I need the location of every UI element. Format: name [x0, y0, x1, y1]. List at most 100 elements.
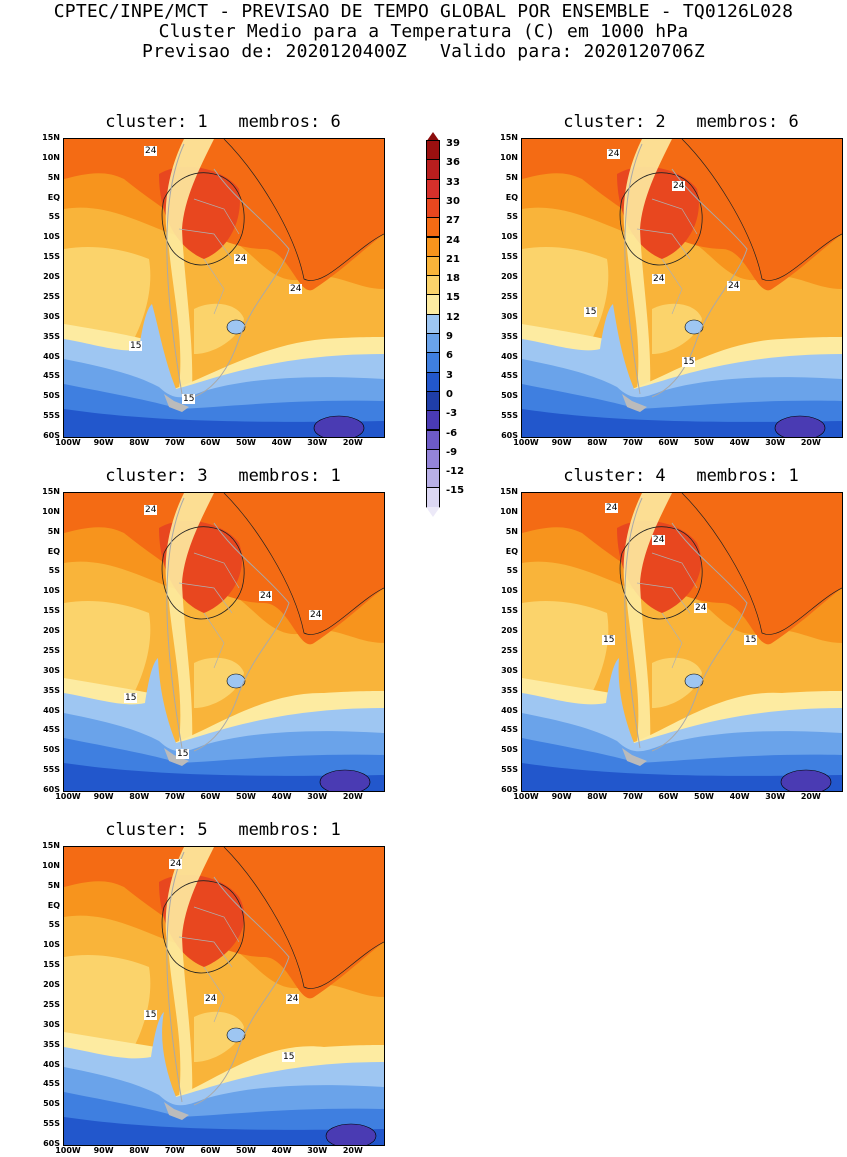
lon-tick-label: 100W: [55, 438, 81, 447]
lon-tick-label: 90W: [93, 792, 114, 801]
colorbar-label: 39: [446, 138, 460, 149]
lat-tick-label: 45S: [43, 725, 60, 735]
panel-title: cluster: 3 membros: 1: [105, 466, 341, 486]
colorbar-swatch: [426, 352, 440, 373]
lat-tick-label: 5S: [506, 566, 518, 576]
lat-tick-label: 15N: [500, 487, 518, 496]
colorbar-swatch: [426, 217, 440, 238]
lon-tick-label: 40W: [729, 438, 750, 447]
contour-label: 15: [282, 1052, 296, 1062]
lat-tick-label: 50S: [43, 391, 60, 401]
colorbar-label: 18: [446, 273, 460, 285]
colorbar-swatch: [426, 294, 440, 315]
lon-tick-label: 80W: [129, 792, 150, 801]
colorbar-label: 9: [446, 331, 453, 342]
contour-label: 15: [176, 749, 190, 759]
colorbar-label: -3: [446, 408, 458, 420]
colorbar-swatch: [426, 197, 440, 219]
temperature-map: 24 24 24 15 15: [63, 846, 385, 1146]
contour-label: 24: [694, 603, 708, 613]
colorbar-label: 33: [446, 176, 460, 188]
contour-label: 24: [286, 994, 300, 1004]
lat-tick-label: 15S: [501, 606, 518, 616]
lat-tick-label: 10S: [43, 586, 60, 596]
lat-tick-label: 40S: [43, 1059, 60, 1069]
contour-label: 15: [602, 635, 616, 645]
lon-tick-label: 50W: [694, 792, 714, 801]
colorbar-swatch: [426, 178, 440, 199]
contour-label: 15: [144, 1010, 158, 1020]
contour-label: 24: [652, 274, 666, 284]
colorbar-label: 3: [446, 369, 453, 381]
contour-label: 24: [607, 149, 621, 159]
lat-tick-label: 20S: [501, 626, 518, 636]
lat-tick-label: 15N: [500, 133, 518, 142]
lon-tick-label: 60W: [200, 438, 221, 447]
contour-label: 24: [144, 146, 158, 156]
lat-tick-label: 5S: [506, 212, 518, 222]
lon-tick-label: 50W: [236, 1146, 256, 1155]
lat-tick-label: 15N: [42, 487, 60, 496]
lat-tick-label: 20S: [43, 626, 60, 636]
lon-tick-label: 80W: [129, 1146, 150, 1155]
lat-tick-label: 55S: [501, 765, 518, 775]
colorbar-label: 12: [446, 311, 460, 323]
contour-label: 24: [144, 505, 158, 515]
lon-tick-label: 50W: [694, 438, 714, 447]
lat-tick-label: 10S: [501, 232, 518, 242]
contour-label: 24: [289, 284, 303, 294]
lat-tick-label: 35S: [43, 685, 60, 695]
colorbar-bottom-arrow: [426, 506, 440, 517]
colorbar-label: 30: [446, 195, 460, 207]
lat-tick-label: 60S: [501, 785, 518, 794]
panel-title: cluster: 5 membros: 1: [105, 820, 341, 840]
lon-tick-label: 30W: [307, 1146, 328, 1155]
lat-tick-label: 10S: [43, 232, 60, 242]
colorbar-swatch: [426, 236, 440, 257]
lat-tick-label: 25S: [43, 291, 60, 301]
colorbar-label: -15: [446, 485, 465, 497]
lat-tick-label: 15S: [43, 606, 60, 616]
colorbar-label: 27: [446, 215, 460, 227]
contour-label: 15: [129, 341, 143, 351]
lon-tick-label: 40W: [271, 792, 292, 801]
panel-title: cluster: 4 membros: 1: [563, 466, 799, 486]
contour-label: 15: [124, 693, 138, 703]
contour-label: 24: [259, 591, 273, 601]
lat-tick-label: 10N: [42, 860, 60, 870]
forecast-validity: Previsao de: 2020120400Z Valido para: 20…: [142, 41, 705, 62]
lat-tick-label: 20S: [43, 272, 60, 282]
lat-tick-label: 10N: [500, 152, 518, 162]
lat-tick-label: 45S: [43, 371, 60, 381]
colorbar-label: 0: [446, 388, 453, 400]
lon-tick-label: 60W: [658, 438, 679, 447]
lon-tick-label: 70W: [164, 438, 185, 447]
lon-tick-label: 20W: [342, 792, 363, 801]
lat-tick-label: 45S: [43, 1079, 60, 1089]
colorbar-swatch: [426, 468, 440, 489]
colorbar-label: 15: [446, 292, 460, 304]
lat-tick-label: 45S: [501, 725, 518, 735]
lon-tick-label: 30W: [307, 438, 328, 447]
lon-tick-label: 20W: [342, 1146, 363, 1155]
contour-label: 24: [605, 503, 619, 513]
contour-label: 24: [169, 859, 183, 869]
contour-label: 24: [309, 610, 323, 620]
lon-tick-label: 100W: [55, 1146, 81, 1155]
lon-tick-label: 70W: [622, 792, 643, 801]
lat-tick-label: 25S: [501, 291, 518, 301]
lon-tick-label: 60W: [200, 1146, 221, 1155]
colorbar-swatch: [426, 275, 440, 296]
lat-tick-label: 25S: [501, 645, 518, 655]
lat-tick-label: EQ: [47, 900, 60, 910]
lat-tick-label: EQ: [505, 192, 518, 202]
lon-tick-label: 30W: [765, 438, 786, 447]
lat-tick-label: 35S: [501, 685, 518, 695]
lat-tick-label: 15N: [42, 841, 60, 850]
lat-tick-label: 10N: [500, 506, 518, 516]
lon-tick-label: 80W: [587, 792, 608, 801]
lon-tick-label: 40W: [271, 438, 292, 447]
lat-tick-label: 30S: [43, 311, 60, 321]
lat-tick-label: 60S: [43, 1139, 60, 1148]
lat-tick-label: 45S: [501, 371, 518, 381]
